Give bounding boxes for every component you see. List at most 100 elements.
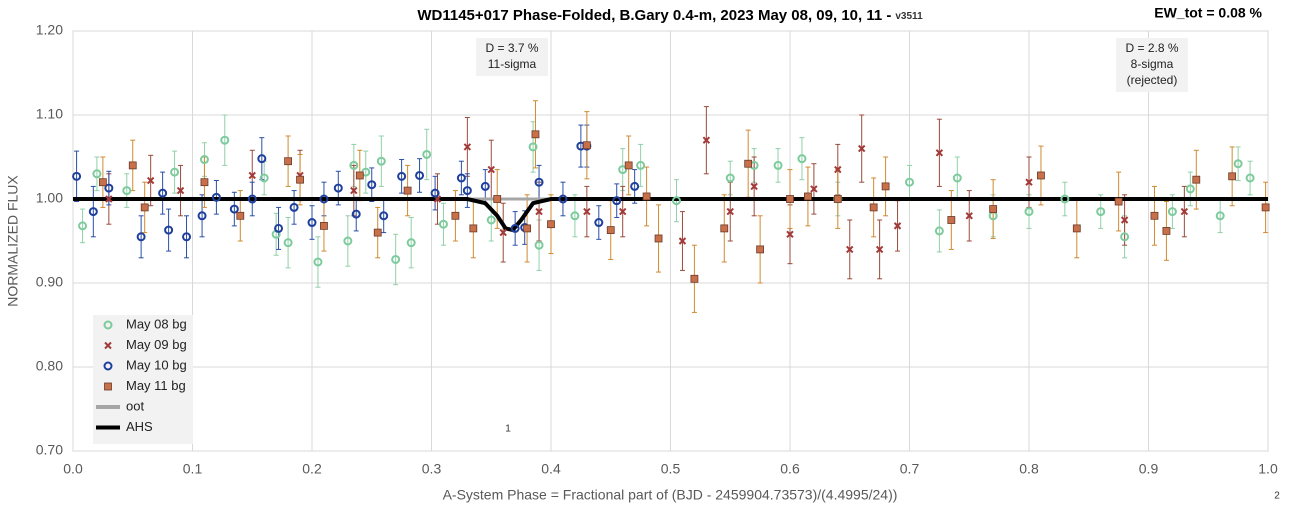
point	[875, 245, 884, 254]
y-tick-label: 1.20	[36, 22, 63, 38]
point	[493, 195, 502, 203]
error-bar	[464, 173, 470, 208]
legend-label: May 11 bg	[126, 378, 186, 393]
point	[905, 177, 914, 187]
point	[343, 236, 353, 246]
error-bar	[74, 150, 80, 203]
legend-label: May 09 bg	[126, 337, 187, 352]
point	[499, 228, 507, 237]
point	[558, 194, 568, 204]
x-tick-label: 0.6	[780, 461, 800, 477]
error-bar	[80, 208, 86, 244]
point	[313, 257, 323, 267]
point	[786, 230, 794, 238]
x-tick-label: 0.2	[302, 461, 322, 477]
point	[104, 183, 114, 193]
point	[570, 211, 580, 221]
point	[88, 207, 98, 217]
point	[463, 143, 472, 151]
point	[415, 170, 425, 180]
y-tick-label: 0.90	[36, 274, 63, 290]
point	[624, 161, 633, 170]
error-bar	[160, 171, 166, 215]
legend-label: AHS	[126, 419, 153, 434]
point	[248, 171, 256, 180]
point	[182, 232, 192, 242]
point	[547, 220, 555, 229]
legend-label: oot	[126, 398, 144, 413]
annotation-text: D = 2.8 %	[1125, 41, 1178, 55]
point	[1114, 197, 1123, 206]
error-bar	[432, 175, 438, 211]
point	[1120, 232, 1130, 242]
point	[510, 223, 520, 233]
point	[678, 237, 687, 245]
point	[78, 221, 88, 231]
point	[92, 169, 102, 179]
point	[1060, 194, 1070, 204]
corner-note: EW_tot = 0.08 %	[1154, 5, 1262, 21]
error-bar	[138, 215, 144, 259]
chart-title: WD1145+017 Phase-Folded, B.Gary 0.4-m, 2…	[417, 7, 923, 24]
point	[642, 192, 651, 201]
point	[200, 178, 209, 187]
point	[1167, 207, 1177, 217]
x-tick-label: 0.0	[63, 461, 83, 477]
point	[535, 207, 543, 216]
point	[349, 160, 359, 170]
point	[618, 165, 628, 175]
error-bar	[90, 185, 96, 238]
point	[146, 176, 155, 185]
point	[1037, 171, 1045, 180]
point	[654, 234, 663, 243]
error-bar	[424, 128, 430, 181]
point	[422, 149, 432, 159]
point	[528, 142, 538, 152]
point	[274, 223, 284, 233]
point	[833, 195, 842, 203]
point	[1024, 207, 1034, 217]
legend-box	[93, 315, 193, 444]
point	[1180, 207, 1189, 216]
annotation-text: (rejected)	[1127, 73, 1178, 87]
point	[523, 224, 531, 233]
point	[289, 202, 299, 212]
y-tick-label: 0.80	[36, 358, 63, 374]
point	[935, 149, 944, 157]
point	[72, 171, 82, 181]
point	[726, 207, 734, 216]
error-bar	[799, 137, 805, 181]
title-suffix: v3511	[895, 11, 923, 22]
point	[247, 194, 257, 204]
y-axis-label: NORMALIZED FLUX	[5, 175, 21, 307]
legend-marker	[104, 382, 112, 391]
annotation-box	[476, 38, 548, 76]
point	[1150, 211, 1159, 220]
error-bar	[596, 205, 602, 240]
point	[618, 207, 627, 216]
point	[391, 254, 401, 264]
point	[744, 159, 753, 168]
fit-line	[73, 197, 1268, 233]
point	[211, 192, 221, 202]
point	[534, 240, 544, 250]
error-bar	[199, 194, 205, 238]
point	[462, 186, 472, 196]
point	[376, 156, 386, 166]
point	[534, 177, 544, 187]
point	[720, 224, 729, 233]
point	[1096, 207, 1106, 217]
point	[284, 157, 293, 166]
point	[199, 155, 209, 165]
error-bar	[378, 135, 384, 187]
point	[1261, 203, 1270, 212]
x-tick-label: 1.0	[1258, 461, 1278, 477]
point	[373, 228, 382, 237]
point	[351, 209, 361, 219]
point	[105, 195, 113, 203]
x-tick-label: 0.1	[183, 461, 203, 477]
point	[989, 205, 998, 213]
point	[1185, 184, 1195, 194]
point	[128, 161, 137, 170]
